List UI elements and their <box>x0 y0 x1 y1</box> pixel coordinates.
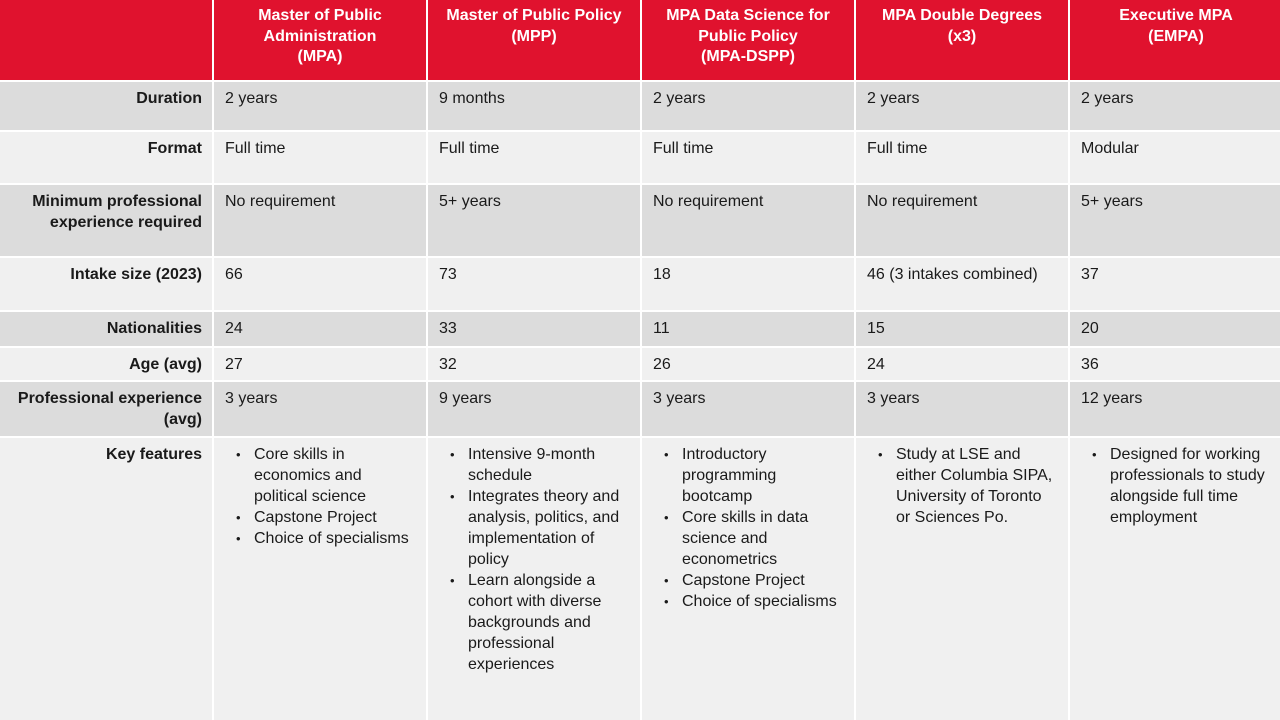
row-label-professional-experience: Professional experience (avg) <box>0 382 212 436</box>
header-double-degrees: MPA Double Degrees (x3) <box>856 0 1068 80</box>
table-cell: 2 years <box>642 82 854 130</box>
key-features-mpa: Core skills in economics and political s… <box>214 438 426 720</box>
table-cell: 26 <box>642 348 854 380</box>
list-item: Capstone Project <box>236 507 418 528</box>
list-item: Capstone Project <box>664 570 846 591</box>
list-item: Core skills in data science and economet… <box>664 507 846 570</box>
table-cell: 37 <box>1070 258 1280 310</box>
table-cell: 73 <box>428 258 640 310</box>
feature-list: Introductory programming bootcamp Core s… <box>653 444 846 612</box>
key-features-mpa-dspp: Introductory programming bootcamp Core s… <box>642 438 854 720</box>
table-cell: No requirement <box>642 185 854 256</box>
table-cell: 27 <box>214 348 426 380</box>
table-cell: No requirement <box>214 185 426 256</box>
table-cell: 36 <box>1070 348 1280 380</box>
row-label-nationalities: Nationalities <box>0 312 212 346</box>
table-cell: 2 years <box>856 82 1068 130</box>
list-item: Designed for working professionals to st… <box>1092 444 1274 528</box>
list-item: Study at LSE and either Columbia SIPA, U… <box>878 444 1060 528</box>
table-cell: 15 <box>856 312 1068 346</box>
table-cell: 12 years <box>1070 382 1280 436</box>
table-cell: 3 years <box>214 382 426 436</box>
row-label-key-features: Key features <box>0 438 212 720</box>
list-item: Choice of specialisms <box>236 528 418 549</box>
table-cell: 46 (3 intakes combined) <box>856 258 1068 310</box>
header-mpa-dspp: MPA Data Science for Public Policy (MPA-… <box>642 0 854 80</box>
header-mpp: Master of Public Policy (MPP) <box>428 0 640 80</box>
row-label-duration: Duration <box>0 82 212 130</box>
list-item: Integrates theory and analysis, politics… <box>450 486 632 570</box>
key-features-empa: Designed for working professionals to st… <box>1070 438 1280 720</box>
header-corner-cell <box>0 0 212 80</box>
table-cell: 32 <box>428 348 640 380</box>
table-cell: 20 <box>1070 312 1280 346</box>
table-cell: 66 <box>214 258 426 310</box>
header-mpa: Master of Public Administration (MPA) <box>214 0 426 80</box>
feature-list: Designed for working professionals to st… <box>1081 444 1274 528</box>
table-cell: No requirement <box>856 185 1068 256</box>
table-cell: 9 months <box>428 82 640 130</box>
key-features-mpp: Intensive 9-month schedule Integrates th… <box>428 438 640 720</box>
feature-list: Intensive 9-month schedule Integrates th… <box>439 444 632 675</box>
row-label-age: Age (avg) <box>0 348 212 380</box>
list-item: Choice of specialisms <box>664 591 846 612</box>
key-features-double-degrees: Study at LSE and either Columbia SIPA, U… <box>856 438 1068 720</box>
table-cell: Full time <box>642 132 854 183</box>
table-cell: 9 years <box>428 382 640 436</box>
table-cell: 5+ years <box>428 185 640 256</box>
table-cell: 3 years <box>856 382 1068 436</box>
table-cell: 24 <box>214 312 426 346</box>
list-item: Intensive 9-month schedule <box>450 444 632 486</box>
list-item: Learn alongside a cohort with diverse ba… <box>450 570 632 675</box>
table-cell: Full time <box>214 132 426 183</box>
table-cell: 2 years <box>1070 82 1280 130</box>
list-item: Core skills in economics and political s… <box>236 444 418 507</box>
table-cell: 33 <box>428 312 640 346</box>
table-cell: 3 years <box>642 382 854 436</box>
table-cell: Full time <box>428 132 640 183</box>
feature-list: Study at LSE and either Columbia SIPA, U… <box>867 444 1060 528</box>
table-cell: 11 <box>642 312 854 346</box>
row-label-format: Format <box>0 132 212 183</box>
table-cell: Full time <box>856 132 1068 183</box>
row-label-min-experience: Minimum professional experience required <box>0 185 212 256</box>
table-cell: Modular <box>1070 132 1280 183</box>
table-cell: 5+ years <box>1070 185 1280 256</box>
row-label-intake-size: Intake size (2023) <box>0 258 212 310</box>
table-cell: 24 <box>856 348 1068 380</box>
header-empa: Executive MPA (EMPA) <box>1070 0 1280 80</box>
table-cell: 2 years <box>214 82 426 130</box>
list-item: Introductory programming bootcamp <box>664 444 846 507</box>
feature-list: Core skills in economics and political s… <box>225 444 418 549</box>
table-cell: 18 <box>642 258 854 310</box>
